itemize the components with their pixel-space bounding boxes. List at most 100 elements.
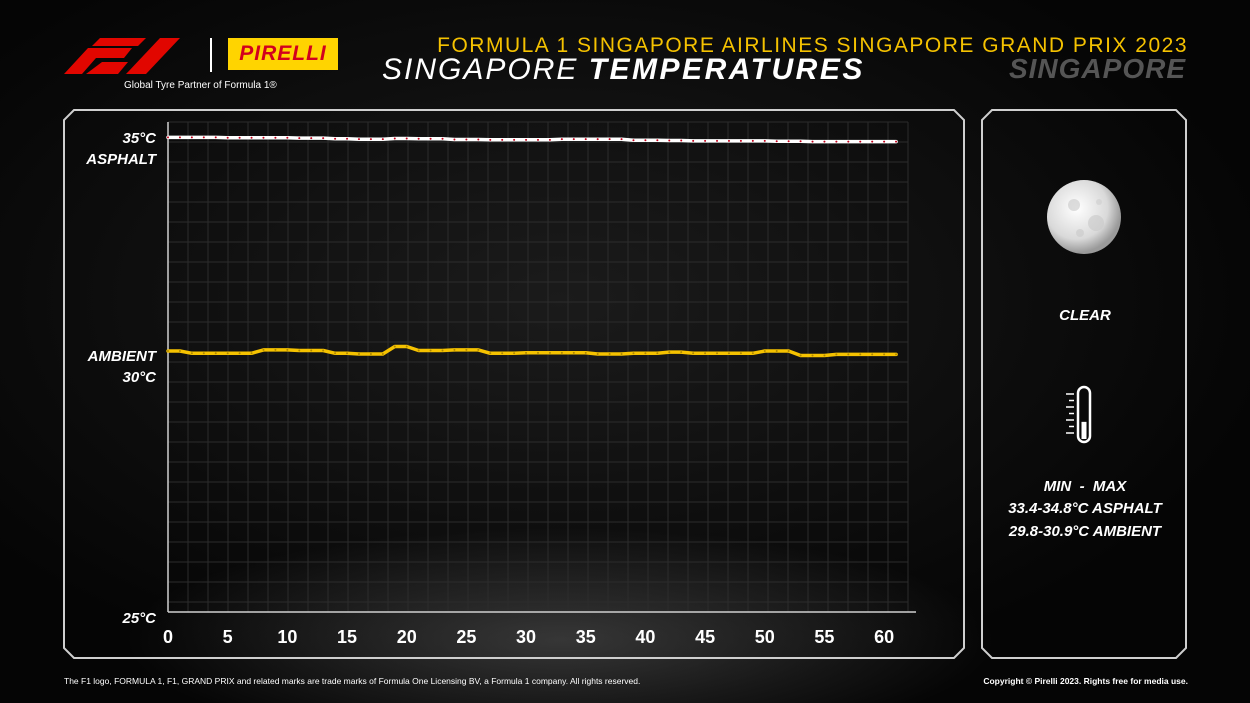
chart-panel-frame (63, 109, 965, 659)
ambient-point (525, 351, 528, 354)
condition-label: CLEAR (1059, 307, 1111, 324)
ambient-point (501, 352, 504, 355)
ambient-point (739, 352, 742, 355)
asphalt-point (751, 139, 754, 142)
x-tick-label: 55 (814, 627, 834, 647)
ambient-point (214, 352, 217, 355)
footer-copyright: Copyright © Pirelli 2023. Rights free fo… (983, 676, 1188, 686)
asphalt-point (477, 138, 480, 141)
ambient-point (835, 353, 838, 356)
ambient-point (680, 351, 683, 354)
asphalt-point (405, 137, 408, 140)
asphalt-point (632, 139, 635, 142)
x-tick-label: 5 (223, 627, 233, 647)
x-tick-label: 20 (397, 627, 417, 647)
asphalt-point (501, 138, 504, 141)
asphalt-point (346, 137, 349, 140)
ambient-point (489, 352, 492, 355)
ambient-point (859, 353, 862, 356)
asphalt-point (692, 139, 695, 142)
asphalt-point (572, 138, 575, 141)
y-label-mid-value: 30°C (122, 369, 156, 386)
asphalt-point (847, 140, 850, 143)
asphalt-point (226, 136, 229, 139)
ambient-point (656, 352, 659, 355)
ambient-point (668, 351, 671, 354)
ambient-point (775, 350, 778, 352)
y-label-top: 35°C ASPHALT (62, 128, 156, 170)
asphalt-point (871, 140, 874, 143)
thermometer-icon (1066, 385, 1092, 444)
ambient-point (441, 349, 444, 352)
brand-lockup: PIRELLI Global Tyre Partner of Formula 1… (62, 36, 352, 96)
ambient-point (262, 348, 265, 351)
asphalt-point (238, 136, 241, 139)
asphalt-point (190, 136, 193, 139)
ambient-point (763, 350, 766, 352)
ambient-point (751, 352, 754, 355)
ambient-point (811, 354, 814, 357)
ambient-point (787, 350, 790, 352)
footer-trademark: The F1 logo, FORMULA 1, F1, GRAND PRIX a… (64, 676, 641, 686)
ambient-point (727, 352, 730, 355)
brand-divider (210, 38, 212, 72)
ambient-point (298, 349, 301, 352)
asphalt-point (704, 139, 707, 142)
location-watermark: SINGAPORE (1008, 53, 1186, 84)
asphalt-point (274, 136, 277, 139)
ambient-point (823, 354, 826, 357)
asphalt-point (835, 140, 838, 143)
x-tick-label: 15 (337, 627, 357, 647)
asphalt-point (167, 136, 169, 139)
ambient-point (548, 351, 551, 354)
asphalt-line (166, 135, 898, 144)
ambient-range: 29.8-30.9°C AMBIENT (1008, 523, 1162, 540)
ambient-point (883, 353, 886, 356)
chart-panel: 35°C ASPHALT AMBIENT 30°C 25°C 0 5 10 15 20 2… (62, 108, 966, 660)
ambient-point (238, 352, 241, 355)
asphalt-point (727, 139, 730, 142)
asphalt-point (334, 137, 337, 140)
ambient-point (632, 352, 635, 355)
pirelli-logo: PIRELLI (228, 38, 338, 70)
asphalt-point (537, 138, 539, 141)
ambient-point (381, 352, 384, 355)
asphalt-point (787, 140, 790, 143)
asphalt-point (644, 139, 647, 142)
asphalt-point (608, 138, 611, 141)
ambient-point (477, 348, 480, 351)
asphalt-point (859, 140, 862, 143)
ambient-point (417, 349, 420, 352)
y-label-top-name: ASPHALT (86, 151, 156, 168)
asphalt-point (298, 137, 301, 140)
ambient-point (250, 352, 253, 355)
asphalt-point (775, 140, 778, 143)
ambient-point (286, 348, 289, 351)
asphalt-point (548, 138, 551, 141)
ambient-point (716, 352, 719, 355)
asphalt-point (214, 136, 217, 139)
y-label-bottom-value: 25°C (122, 610, 156, 627)
ambient-point (692, 352, 695, 355)
asphalt-point (310, 137, 313, 140)
x-tick-label: 0 (163, 627, 173, 647)
thermometer-tube (1076, 385, 1092, 444)
event-title: FORMULA 1 SINGAPORE AIRLINES SINGAPORE G… (437, 34, 1188, 57)
asphalt-point (716, 139, 719, 142)
grid (167, 121, 909, 612)
asphalt-point (453, 138, 456, 141)
asphalt-point (656, 139, 659, 142)
asphalt-point (441, 137, 444, 140)
asphalt-point (513, 138, 516, 141)
ambient-point (871, 353, 874, 356)
asphalt-point (465, 138, 468, 141)
x-tick-label: 30 (516, 627, 536, 647)
asphalt-point (525, 138, 528, 141)
ambient-point (405, 345, 408, 348)
asphalt-point (322, 137, 325, 140)
page-title: SINGAPORE TEMPERATURES (382, 53, 865, 87)
minmax-header: MIN - MAX (1043, 478, 1127, 495)
ambient-point (513, 352, 516, 355)
asphalt-point (369, 138, 372, 141)
asphalt-point (560, 138, 563, 141)
